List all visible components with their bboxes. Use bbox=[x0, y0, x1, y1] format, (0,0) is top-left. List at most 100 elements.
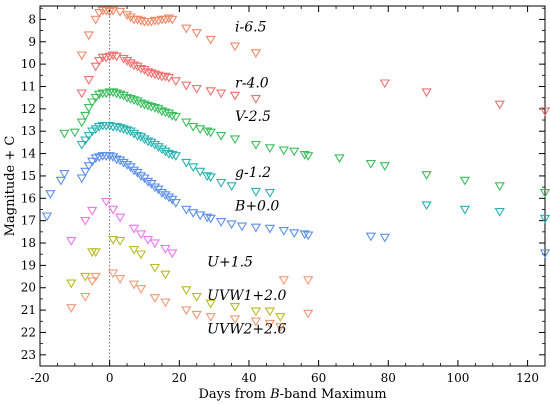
data-point bbox=[275, 323, 286, 332]
series-label: V-2.5 bbox=[235, 109, 271, 125]
data-point bbox=[188, 123, 199, 132]
data-point bbox=[149, 239, 161, 249]
y-tick-label: 23 bbox=[21, 348, 36, 362]
data-point bbox=[128, 246, 140, 255]
data-point bbox=[299, 230, 310, 240]
series-label: g-1.2 bbox=[235, 165, 271, 181]
data-point bbox=[45, 190, 56, 199]
data-point bbox=[202, 172, 213, 181]
data-point bbox=[163, 73, 175, 83]
data-point bbox=[229, 42, 241, 52]
data-point bbox=[83, 162, 94, 171]
series-0 bbox=[76, 6, 262, 61]
data-point bbox=[87, 206, 98, 216]
y-tick-label: 15 bbox=[21, 169, 36, 183]
y-tick-label: 18 bbox=[21, 236, 36, 250]
data-point bbox=[156, 145, 168, 155]
data-point bbox=[87, 277, 98, 287]
data-point bbox=[160, 270, 171, 280]
data-point bbox=[195, 211, 206, 221]
data-point bbox=[202, 213, 213, 223]
data-point bbox=[181, 306, 192, 316]
data-point bbox=[135, 230, 147, 240]
data-point bbox=[76, 174, 87, 184]
data-point bbox=[229, 303, 241, 312]
data-point bbox=[191, 29, 202, 38]
data-point bbox=[163, 193, 175, 203]
data-point bbox=[101, 197, 112, 207]
data-point bbox=[135, 16, 147, 26]
data-point bbox=[264, 224, 276, 234]
data-point bbox=[83, 131, 94, 141]
data-point bbox=[229, 135, 241, 145]
data-point bbox=[41, 212, 53, 222]
data-point bbox=[118, 54, 129, 64]
data-point bbox=[80, 272, 91, 282]
data-point bbox=[191, 85, 202, 94]
data-point bbox=[101, 6, 112, 16]
data-point bbox=[83, 76, 94, 85]
data-point bbox=[114, 7, 126, 17]
data-point bbox=[76, 140, 87, 150]
data-point bbox=[160, 147, 171, 157]
data-point bbox=[149, 294, 161, 303]
data-point bbox=[114, 275, 126, 284]
data-point bbox=[250, 95, 262, 104]
data-point bbox=[132, 97, 143, 107]
data-point bbox=[250, 317, 262, 327]
data-point bbox=[170, 77, 181, 86]
y-tick-label: 17 bbox=[21, 214, 36, 228]
data-point bbox=[83, 104, 94, 113]
x-tick-label: 20 bbox=[172, 371, 187, 385]
data-point bbox=[153, 143, 164, 152]
data-point bbox=[139, 135, 150, 145]
data-point bbox=[153, 71, 164, 81]
data-point bbox=[149, 70, 161, 80]
data-point bbox=[146, 138, 157, 148]
data-point bbox=[459, 176, 471, 186]
data-point bbox=[80, 292, 91, 302]
data-point bbox=[365, 232, 377, 242]
data-point bbox=[111, 123, 122, 132]
data-point bbox=[539, 249, 550, 259]
data-point bbox=[494, 208, 505, 217]
data-point bbox=[66, 304, 77, 313]
x-tick-label: 0 bbox=[106, 371, 114, 385]
data-point bbox=[205, 313, 216, 322]
data-point bbox=[149, 183, 161, 193]
data-point bbox=[195, 167, 206, 177]
data-point bbox=[111, 155, 122, 165]
data-point bbox=[250, 307, 262, 317]
data-point bbox=[195, 125, 206, 135]
data-point bbox=[104, 152, 115, 161]
y-tick-label: 13 bbox=[21, 124, 36, 138]
data-point bbox=[135, 133, 147, 142]
data-point bbox=[160, 108, 171, 118]
y-tick-label: 10 bbox=[21, 57, 36, 71]
data-point bbox=[142, 177, 154, 187]
data-point bbox=[90, 62, 101, 72]
data-point bbox=[202, 127, 213, 137]
data-point bbox=[128, 129, 140, 139]
data-point bbox=[539, 189, 550, 198]
x-axis-title-italic: B bbox=[269, 387, 280, 402]
y-axis-title: Magnitude + C bbox=[3, 136, 18, 237]
data-point bbox=[170, 152, 181, 161]
data-point bbox=[264, 144, 276, 154]
data-point bbox=[160, 298, 171, 308]
data-point bbox=[167, 15, 178, 25]
y-tick-label: 16 bbox=[21, 191, 36, 205]
data-point bbox=[226, 182, 237, 192]
data-point bbox=[135, 172, 147, 181]
data-point bbox=[188, 163, 199, 173]
y-tick-label: 22 bbox=[21, 325, 36, 339]
data-point bbox=[139, 66, 150, 75]
y-tick-label: 12 bbox=[21, 102, 36, 116]
data-point bbox=[135, 285, 147, 294]
data-point bbox=[132, 15, 143, 25]
data-point bbox=[215, 178, 227, 188]
data-point bbox=[289, 229, 300, 238]
data-point bbox=[107, 269, 119, 279]
data-point bbox=[114, 124, 126, 133]
data-point bbox=[156, 107, 168, 117]
